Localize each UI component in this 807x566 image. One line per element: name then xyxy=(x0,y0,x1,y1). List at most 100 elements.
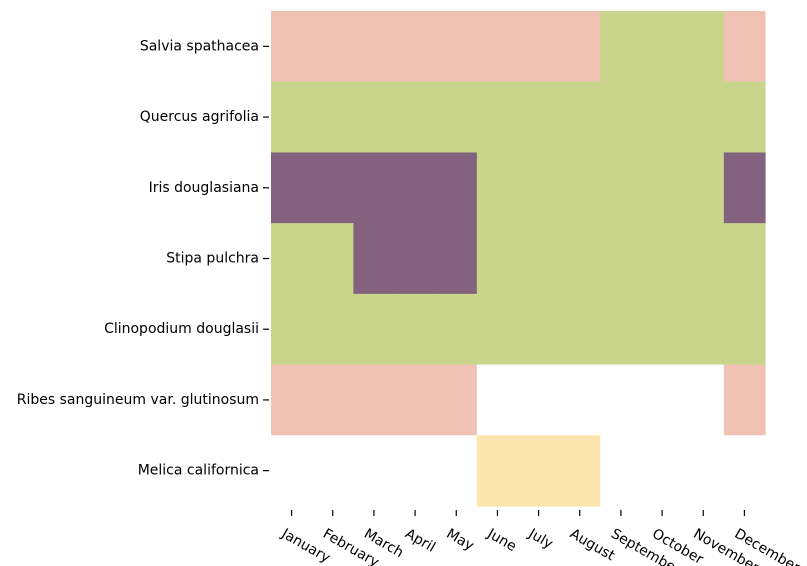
heatmap-cell xyxy=(723,81,766,154)
heatmap-cell xyxy=(518,11,560,83)
heatmap-cell xyxy=(476,364,519,436)
heatmap-cell xyxy=(518,223,560,295)
y-tick-label: Quercus agrifolia xyxy=(140,109,259,125)
heatmap-cell xyxy=(600,293,643,366)
heatmap-cell xyxy=(353,152,396,224)
heatmap-cell xyxy=(271,81,313,154)
heatmap-cell xyxy=(641,364,684,436)
heatmap-cell xyxy=(312,293,354,366)
heatmap-cell xyxy=(353,81,396,154)
heatmap-cell xyxy=(641,11,684,83)
heatmap-cell xyxy=(641,293,684,366)
heatmap-cell xyxy=(394,293,437,366)
x-tick-label: June xyxy=(484,525,519,555)
y-tick-label: Iris douglasiana xyxy=(149,180,259,196)
heatmap-cell xyxy=(394,81,437,154)
heatmap-cell xyxy=(518,435,560,507)
heatmap-cell xyxy=(435,81,478,154)
heatmap-cell xyxy=(353,293,396,366)
heatmap-cell xyxy=(682,435,725,507)
heatmap-cell xyxy=(559,11,601,83)
heatmap-cell xyxy=(682,152,725,224)
heatmap-cell xyxy=(600,11,643,83)
heatmap-cell xyxy=(353,223,396,295)
heatmap-cell xyxy=(353,11,396,83)
heatmap-cell xyxy=(559,81,601,154)
heatmap-cell xyxy=(394,152,437,224)
heatmap-cell xyxy=(394,223,437,295)
heatmap-cell xyxy=(476,435,519,507)
heatmap-cells xyxy=(271,11,766,507)
heatmap-cell xyxy=(682,293,725,366)
heatmap-cell xyxy=(559,364,601,436)
heatmap-cell xyxy=(312,152,354,224)
y-tick-label: Clinopodium douglasii xyxy=(104,321,259,337)
heatmap-cell xyxy=(353,364,396,436)
y-tick-label: Stipa pulchra xyxy=(166,251,259,267)
x-tick-label: April xyxy=(402,526,438,556)
heatmap-cell xyxy=(353,435,396,507)
heatmap-cell xyxy=(435,152,478,224)
heatmap-cell xyxy=(271,293,313,366)
heatmap-cell xyxy=(641,223,684,295)
heatmap-cell xyxy=(271,11,313,83)
heatmap-cell xyxy=(394,435,437,507)
heatmap-cell xyxy=(476,81,519,154)
heatmap-cell xyxy=(476,152,519,224)
heatmap-cell xyxy=(271,364,313,436)
heatmap-cell xyxy=(723,223,766,295)
heatmap-cell xyxy=(723,293,766,366)
heatmap-cell xyxy=(435,364,478,436)
heatmap-cell xyxy=(476,11,519,83)
heatmap-cell xyxy=(723,435,766,507)
heatmap-cell xyxy=(641,152,684,224)
heatmap-cell xyxy=(394,364,437,436)
heatmap-cell xyxy=(435,11,478,83)
heatmap-cell xyxy=(559,223,601,295)
heatmap-cell xyxy=(600,223,643,295)
heatmap-cell xyxy=(723,152,766,224)
heatmap-cell xyxy=(682,364,725,436)
heatmap-cell xyxy=(312,81,354,154)
heatmap-cell xyxy=(600,435,643,507)
heatmap-cell xyxy=(682,81,725,154)
heatmap-cell xyxy=(312,435,354,507)
heatmap-cell xyxy=(723,364,766,436)
y-axis: Salvia spathacea Quercus agrifolia Iris do… xyxy=(17,38,269,479)
heatmap-cell xyxy=(312,223,354,295)
y-tick-label: Melica californica xyxy=(138,463,259,479)
heatmap-cell xyxy=(723,11,766,83)
y-tick-label: Salvia spathacea xyxy=(140,38,259,54)
heatmap-cell xyxy=(682,11,725,83)
x-tick-label: May xyxy=(443,526,476,554)
y-tick-label: Ribes sanguineum var. glutinosum xyxy=(17,392,259,408)
heatmap-cell xyxy=(312,11,354,83)
heatmap-cell xyxy=(600,81,643,154)
heatmap-cell xyxy=(559,293,601,366)
heatmap-cell xyxy=(394,11,437,83)
heatmap-cell xyxy=(641,81,684,154)
heatmap-cell xyxy=(435,435,478,507)
heatmap-cell xyxy=(518,364,560,436)
heatmap-cell xyxy=(476,293,519,366)
heatmap-cell xyxy=(271,152,313,224)
heatmap-cell xyxy=(435,223,478,295)
heatmap-cell xyxy=(518,293,560,366)
heatmap-cell xyxy=(641,435,684,507)
heatmap-cell xyxy=(518,81,560,154)
x-tick-label: August xyxy=(567,526,618,565)
x-tick-label: July xyxy=(525,525,556,552)
heatmap-cell xyxy=(559,152,601,224)
heatmap-cell xyxy=(435,293,478,366)
heatmap-cell xyxy=(682,223,725,295)
heatmap-cell xyxy=(600,364,643,436)
heatmap-cell xyxy=(312,364,354,436)
heatmap-cell xyxy=(518,152,560,224)
heatmap-cell xyxy=(271,223,313,295)
heatmap-cell xyxy=(476,223,519,295)
heatmap-cell xyxy=(600,152,643,224)
heatmap-cell xyxy=(271,435,313,507)
heatmap-cell xyxy=(559,435,601,507)
